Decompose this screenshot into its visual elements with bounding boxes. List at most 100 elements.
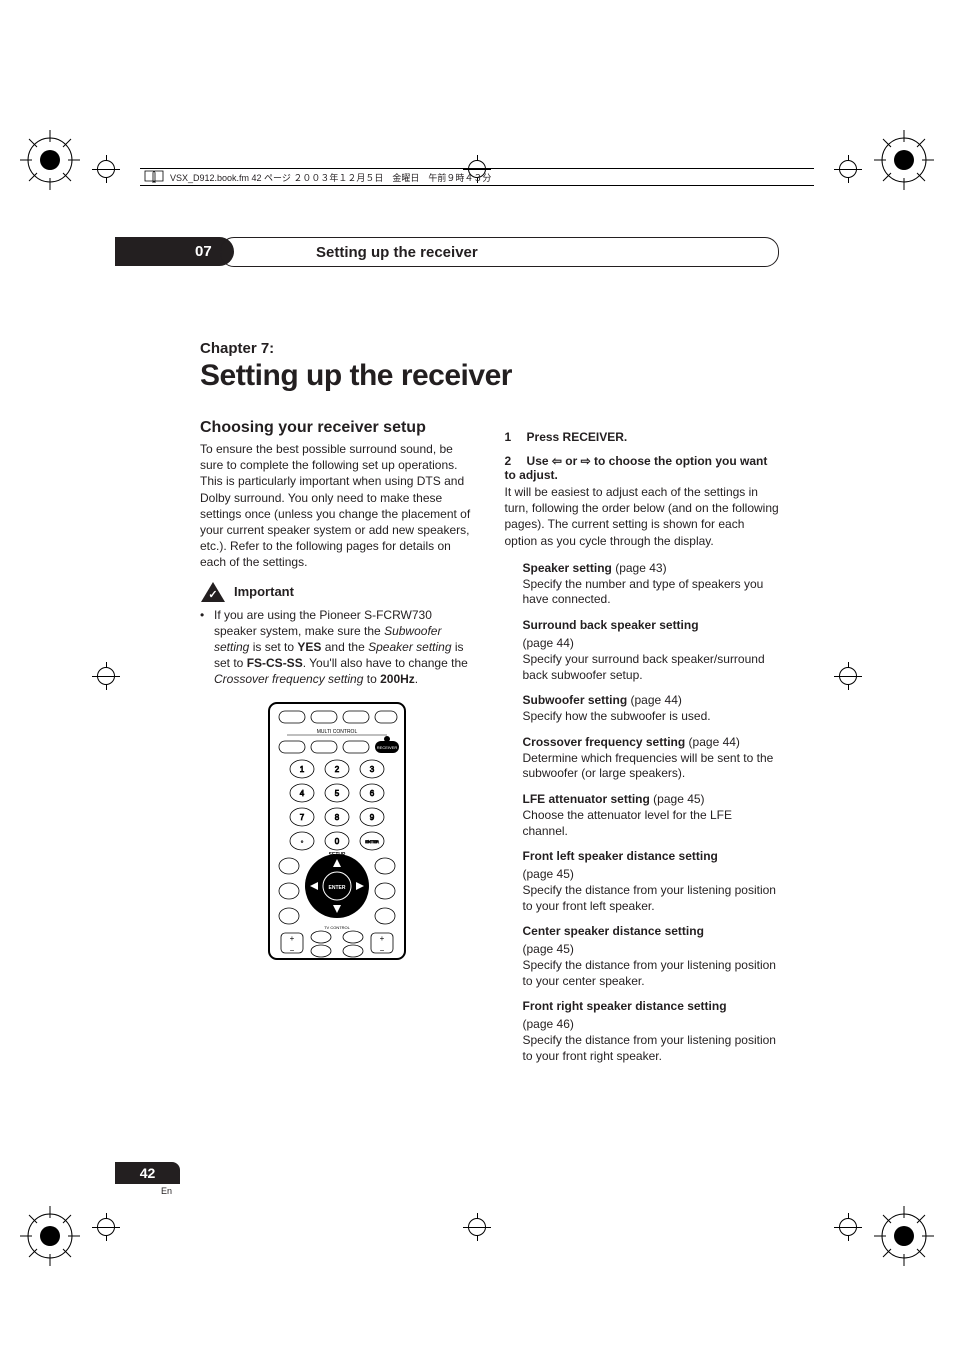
note-text-fragment: FS-CS-SS bbox=[247, 656, 303, 670]
note-text-fragment: . bbox=[415, 672, 418, 686]
setting-item: Surround back speaker setting (page 44) Sp… bbox=[505, 616, 780, 683]
setting-pageref: (page 45) bbox=[523, 867, 574, 881]
print-rosette-tr bbox=[874, 130, 934, 190]
setting-description: Specify the distance from your listening… bbox=[523, 883, 780, 914]
setting-description: Specify the number and type of speakers … bbox=[523, 577, 780, 608]
crop-mark bbox=[92, 155, 120, 183]
setting-title: Surround back speaker setting bbox=[523, 618, 699, 632]
svg-text:9: 9 bbox=[370, 813, 375, 822]
setting-pageref: (page 44) bbox=[523, 636, 574, 650]
svg-text:−: − bbox=[290, 946, 295, 955]
section-title: Choosing your receiver setup bbox=[200, 419, 475, 437]
svg-text:•: • bbox=[301, 840, 303, 846]
step-1: 1 Press RECEIVER. bbox=[505, 430, 780, 444]
svg-text:5: 5 bbox=[335, 789, 340, 798]
bullet-dot: • bbox=[200, 607, 214, 688]
setting-description: Specify how the subwoofer is used. bbox=[523, 709, 780, 725]
important-label: Important bbox=[234, 584, 294, 599]
note-text-fragment: . You'll also have to change the bbox=[303, 656, 468, 670]
setting-item: LFE attenuator setting (page 45) Choose t… bbox=[505, 790, 780, 839]
setting-title: LFE attenuator setting bbox=[523, 792, 650, 806]
setting-item: Crossover frequency setting (page 44) Det… bbox=[505, 733, 780, 782]
setting-title: Crossover frequency setting bbox=[523, 735, 686, 749]
page-language: En bbox=[115, 1186, 180, 1196]
left-column: Chapter 7: Setting up the receiver Choos… bbox=[200, 340, 475, 1151]
crop-mark bbox=[834, 662, 862, 690]
svg-text:3: 3 bbox=[370, 765, 375, 774]
important-note-bullet: • If you are using the Pioneer S-FCRW730… bbox=[200, 607, 475, 688]
setting-description: Specify your surround back speaker/surro… bbox=[523, 652, 780, 683]
setting-title: Speaker setting bbox=[523, 561, 612, 575]
chapter-number-pill: 07 bbox=[115, 237, 234, 266]
main-title: Setting up the receiver bbox=[200, 359, 475, 393]
content-area: Chapter 7: Setting up the receiver Choos… bbox=[200, 340, 779, 1151]
setting-item: Speaker setting (page 43) Specify the num… bbox=[505, 559, 780, 608]
svg-text:7: 7 bbox=[300, 813, 305, 822]
setting-pageref: (page 44) bbox=[627, 693, 682, 707]
step-number: 1 bbox=[505, 430, 512, 444]
print-rosette-br bbox=[874, 1206, 934, 1266]
page-number: 42 bbox=[115, 1162, 180, 1184]
setting-title: Center speaker distance setting bbox=[523, 924, 704, 938]
important-icon: ✓ bbox=[200, 581, 226, 603]
note-text-fragment: and the bbox=[321, 640, 368, 654]
book-icon bbox=[144, 170, 164, 184]
crop-mark bbox=[92, 1213, 120, 1241]
chapter-label: Chapter 7: bbox=[200, 340, 475, 357]
svg-text:ENTER: ENTER bbox=[365, 839, 379, 844]
step-text-fragment: or bbox=[562, 454, 581, 468]
bookinfo-header: VSX_D912.book.fm 42 ページ ２００３年１２月５日 金曜日 午… bbox=[140, 168, 814, 186]
svg-text:+: + bbox=[380, 934, 385, 943]
setting-title: Subwoofer setting bbox=[523, 693, 628, 707]
setting-description: Specify the distance from your listening… bbox=[523, 1033, 780, 1064]
setting-pageref: (page 45) bbox=[523, 942, 574, 956]
step-2: 2 Use ⇦ or ⇨ to choose the option you wa… bbox=[505, 454, 780, 482]
setting-description: Choose the attenuator level for the LFE … bbox=[523, 808, 780, 839]
step-number: 2 bbox=[505, 454, 512, 468]
svg-text:2: 2 bbox=[335, 765, 340, 774]
svg-text:RECEIVER: RECEIVER bbox=[377, 745, 398, 750]
svg-text:8: 8 bbox=[335, 813, 340, 822]
setting-item: Front right speaker distance setting (pag… bbox=[505, 997, 780, 1064]
svg-text:−: − bbox=[380, 946, 385, 955]
crop-mark bbox=[834, 1213, 862, 1241]
page-number-badge: 42 En bbox=[115, 1162, 180, 1196]
setting-pageref: (page 44) bbox=[685, 735, 740, 749]
step-label: Use ⇦ or ⇨ to choose the option you want… bbox=[505, 454, 768, 482]
crop-mark bbox=[463, 1213, 491, 1241]
svg-text:TV CONTROL: TV CONTROL bbox=[324, 925, 351, 930]
important-callout: ✓ Important bbox=[200, 581, 475, 603]
important-note-text: If you are using the Pioneer S-FCRW730 s… bbox=[214, 607, 475, 688]
setting-item: Center speaker distance setting (page 45)… bbox=[505, 922, 780, 989]
note-text-fragment: Crossover frequency setting bbox=[214, 672, 363, 686]
note-text-fragment: YES bbox=[297, 640, 321, 654]
print-rosette-tl bbox=[20, 130, 80, 190]
setting-description: Determine which frequencies will be sent… bbox=[523, 751, 780, 782]
note-text-fragment: Speaker setting bbox=[368, 640, 451, 654]
settings-list: Speaker setting (page 43) Specify the num… bbox=[505, 559, 780, 1065]
note-text-fragment: 200Hz bbox=[380, 672, 415, 686]
setting-item: Subwoofer setting (page 44) Specify how t… bbox=[505, 691, 780, 725]
step-text-fragment: Use bbox=[527, 454, 552, 468]
step-label: Press RECEIVER. bbox=[527, 430, 628, 444]
note-text-fragment: is set to bbox=[249, 640, 297, 654]
bookinfo-text: VSX_D912.book.fm 42 ページ ２００３年１２月５日 金曜日 午… bbox=[170, 171, 491, 184]
svg-text:MULTI CONTROL: MULTI CONTROL bbox=[317, 729, 358, 735]
intro-paragraph: To ensure the best possible surround sou… bbox=[200, 441, 475, 571]
right-column: 1 Press RECEIVER. 2 Use ⇦ or ⇨ to choose… bbox=[505, 340, 780, 1151]
crop-mark bbox=[834, 155, 862, 183]
page-header: 07 Setting up the receiver bbox=[115, 237, 779, 267]
setting-title: Front left speaker distance setting bbox=[523, 849, 718, 863]
remote-control-figure: MULTI CONTROL RECEIVER 1 2 3 4 5 6 7 8 bbox=[267, 701, 407, 966]
svg-text:6: 6 bbox=[370, 789, 375, 798]
setting-description: Specify the distance from your listening… bbox=[523, 958, 780, 989]
svg-text:1: 1 bbox=[300, 765, 305, 774]
setting-pageref: (page 46) bbox=[523, 1017, 574, 1031]
print-rosette-bl bbox=[20, 1206, 80, 1266]
setting-pageref: (page 43) bbox=[612, 561, 667, 575]
svg-text:4: 4 bbox=[300, 789, 305, 798]
svg-text:ENTER: ENTER bbox=[329, 885, 346, 891]
setting-title: Front right speaker distance setting bbox=[523, 999, 727, 1013]
setting-pageref: (page 45) bbox=[650, 792, 705, 806]
note-text-fragment: to bbox=[363, 672, 380, 686]
